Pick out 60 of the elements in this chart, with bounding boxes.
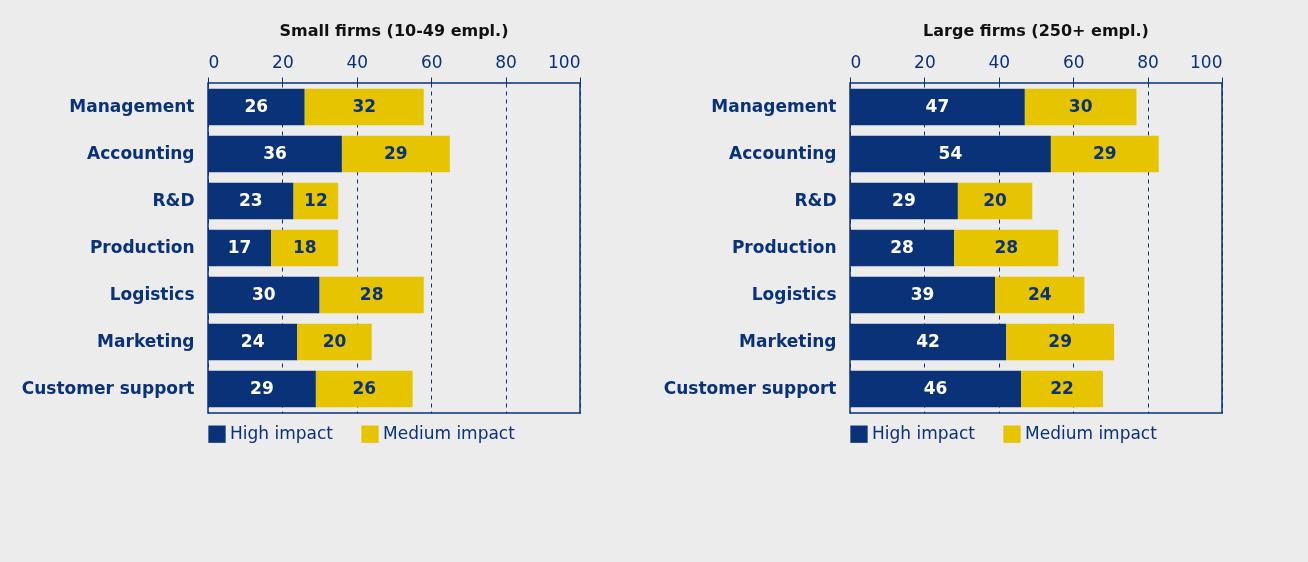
y-tick-label: Production bbox=[731, 237, 837, 257]
data-label: 29 bbox=[892, 189, 916, 210]
data-label: 17 bbox=[227, 237, 252, 257]
data-label: 29 bbox=[1048, 331, 1073, 352]
x-tick-label: 100 bbox=[1190, 51, 1223, 72]
y-tick-label: Production bbox=[89, 237, 195, 257]
y-tick-label: Customer support bbox=[663, 378, 837, 399]
data-label: 29 bbox=[250, 378, 274, 399]
data-label: 28 bbox=[359, 284, 384, 305]
data-label: 46 bbox=[923, 378, 948, 399]
data-label: 26 bbox=[244, 95, 269, 116]
x-tick-label: 40 bbox=[988, 51, 1011, 72]
data-label: 28 bbox=[994, 237, 1019, 257]
x-tick-label: 100 bbox=[548, 51, 581, 72]
y-tick-label: Marketing bbox=[739, 331, 837, 352]
chart-title: Large firms (250+ empl.) bbox=[923, 21, 1149, 40]
data-label: 29 bbox=[1092, 142, 1117, 163]
legend-label: High impact bbox=[872, 423, 976, 444]
x-tick-label: 60 bbox=[420, 51, 443, 72]
data-label: 30 bbox=[251, 284, 276, 305]
data-label: 42 bbox=[916, 331, 940, 352]
y-tick-label: Accounting bbox=[729, 142, 837, 163]
data-label: 24 bbox=[1027, 284, 1052, 305]
y-tick-label: Logistics bbox=[751, 284, 837, 305]
x-tick-label: 20 bbox=[272, 51, 294, 72]
legend-label: Medium impact bbox=[383, 423, 516, 444]
data-label: 29 bbox=[384, 142, 408, 163]
data-label: 22 bbox=[1050, 378, 1074, 399]
x-tick-label: 20 bbox=[914, 51, 936, 72]
x-tick-label: 80 bbox=[495, 51, 517, 72]
data-label: 26 bbox=[352, 378, 377, 399]
data-label: 28 bbox=[890, 237, 914, 257]
x-tick-label: 0 bbox=[850, 51, 862, 72]
y-tick-label: Marketing bbox=[97, 331, 195, 352]
data-label: 36 bbox=[263, 142, 287, 163]
x-tick-label: 40 bbox=[346, 51, 369, 72]
data-label: 12 bbox=[304, 189, 328, 210]
y-tick-label: Management bbox=[711, 95, 837, 116]
x-tick-label: 0 bbox=[208, 51, 220, 72]
y-tick-label: Accounting bbox=[87, 142, 195, 163]
y-tick-label: Customer support bbox=[21, 378, 195, 399]
x-tick-label: 60 bbox=[1062, 51, 1085, 72]
y-tick-label: Management bbox=[69, 95, 195, 116]
data-label: 18 bbox=[292, 237, 317, 257]
data-label: 24 bbox=[240, 331, 265, 352]
data-label: 47 bbox=[925, 95, 950, 116]
y-tick-label: Logistics bbox=[109, 284, 195, 305]
data-label: 20 bbox=[322, 331, 347, 352]
data-label: 23 bbox=[238, 189, 263, 210]
data-label: 39 bbox=[910, 284, 935, 305]
legend-label: Medium impact bbox=[1025, 423, 1158, 444]
chart-title: Small firms (10-49 empl.) bbox=[279, 21, 509, 40]
data-label: 54 bbox=[938, 142, 963, 163]
data-label: 32 bbox=[352, 95, 377, 116]
y-tick-label: R&D bbox=[152, 189, 195, 210]
data-label: 20 bbox=[983, 189, 1008, 210]
y-tick-label: R&D bbox=[794, 189, 837, 210]
data-label: 30 bbox=[1068, 95, 1093, 116]
legend-label: High impact bbox=[230, 423, 334, 444]
x-tick-label: 80 bbox=[1137, 51, 1159, 72]
